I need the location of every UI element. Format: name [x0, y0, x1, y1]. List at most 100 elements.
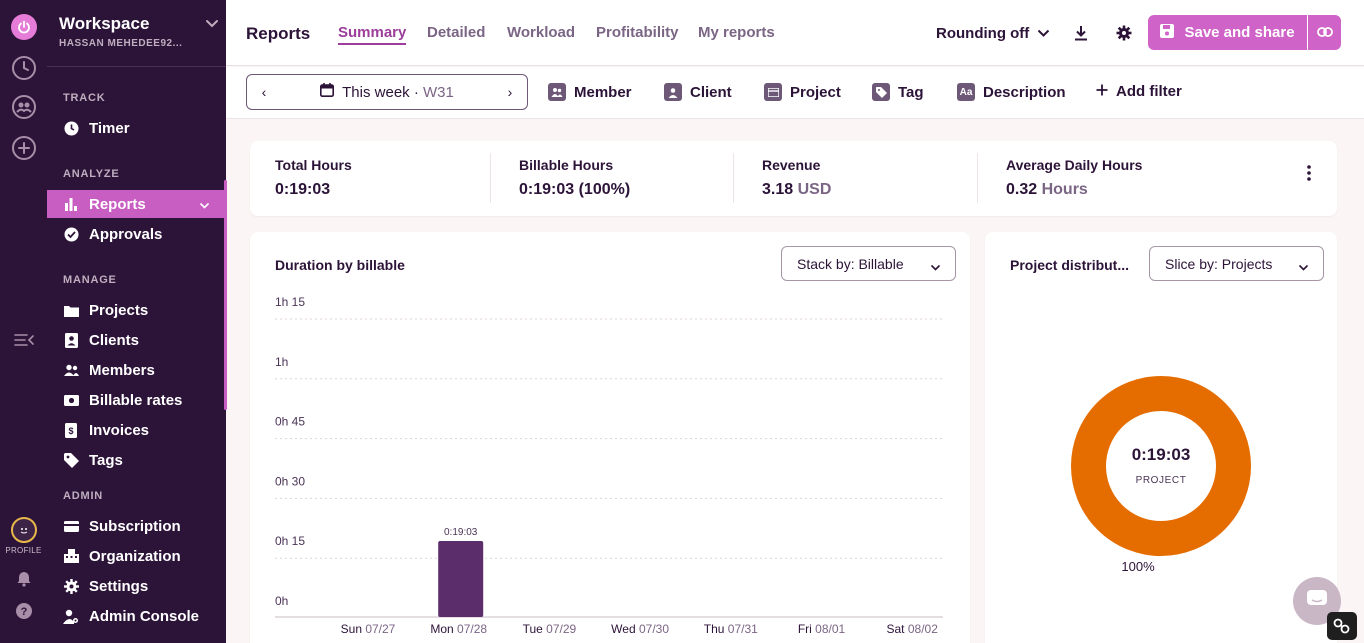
metric-average-daily-hours: Average Daily Hours 0.32 Hours	[1006, 157, 1142, 199]
sidebar-item-members[interactable]: Members	[47, 356, 224, 384]
client-icon	[664, 83, 682, 101]
tab-profitability[interactable]: Profitability	[596, 24, 679, 41]
more-options-icon[interactable]	[1307, 165, 1311, 186]
metric-label: Billable Hours	[519, 157, 614, 173]
extension-icon[interactable]	[1327, 612, 1357, 640]
pie-title: Project distribut...	[1010, 257, 1130, 273]
tab-summary[interactable]: Summary	[338, 24, 407, 45]
sidebar-item-subscription[interactable]: Subscription	[47, 512, 224, 540]
tab-my-reports[interactable]: My reports	[698, 24, 775, 41]
sidebar-item-tags[interactable]: Tags	[47, 446, 224, 474]
help-icon[interactable]: ?	[14, 601, 34, 621]
sidebar-item-label: Billable rates	[89, 391, 183, 409]
profile-label[interactable]: PROFILE	[5, 546, 42, 555]
metric-value: 0:19:03 (100%)	[519, 181, 631, 198]
gear-icon[interactable]	[1114, 23, 1134, 43]
sidebar-item-timer[interactable]: Timer	[47, 114, 224, 142]
y-tick-label: 0h 30	[275, 474, 305, 488]
sidebar-item-reports[interactable]: Reports	[47, 190, 224, 218]
rounding-dropdown[interactable]: Rounding off	[936, 25, 1050, 42]
divider	[733, 153, 734, 203]
x-tick-label: Fri 08/01	[798, 622, 846, 636]
members-icon	[548, 83, 566, 101]
chevron-down-icon	[205, 16, 219, 34]
workspace-switcher[interactable]: Workspace HASSAN MEHEDEE92...	[59, 14, 219, 49]
tab-workload[interactable]: Workload	[507, 24, 576, 41]
filter-member-label: Member	[574, 83, 632, 101]
add-filter-button[interactable]: Add filter	[1096, 83, 1182, 100]
sidebar-scrollbar[interactable]	[224, 180, 227, 410]
slice-by-select[interactable]: Slice by: Projects	[1149, 246, 1324, 281]
clock-icon[interactable]	[11, 55, 37, 81]
tag-icon	[63, 452, 79, 468]
add-workspace-icon[interactable]	[11, 135, 37, 161]
week-label: W31	[423, 83, 454, 101]
sidebar-item-approvals[interactable]: Approvals	[47, 220, 224, 248]
collapse-sidebar-icon[interactable]	[14, 330, 34, 350]
sidebar-item-clients[interactable]: Clients	[47, 326, 224, 354]
chat-button[interactable]	[1293, 577, 1341, 625]
date-range-label: This week	[342, 83, 410, 101]
x-tick-label: Mon 07/28	[430, 622, 487, 636]
sidebar-item-label: Admin Console	[89, 607, 200, 625]
avatar[interactable]	[11, 517, 37, 543]
sidebar-item-label: Organization	[89, 547, 181, 565]
metric-label: Revenue	[762, 157, 821, 173]
sidebar-item-label: Clients	[89, 331, 140, 349]
x-tick-label: Thu 07/31	[704, 622, 758, 636]
sidebar-item-label: Settings	[89, 577, 149, 595]
metric-value: 3.18 USD	[762, 181, 831, 199]
sidebar-item-admin-console[interactable]: Admin Console	[47, 602, 224, 630]
section-track: TRACK	[63, 92, 106, 104]
team-icon[interactable]	[11, 94, 37, 120]
date-range-picker[interactable]: ‹ This week · W31 ›	[246, 74, 528, 110]
metric-value: 0:19:03	[275, 181, 331, 198]
filter-project-label: Project	[790, 83, 841, 101]
tab-detailed[interactable]: Detailed	[427, 24, 486, 41]
download-icon[interactable]	[1071, 23, 1091, 43]
bell-icon[interactable]	[14, 568, 34, 588]
filter-tag[interactable]: Tag	[872, 83, 924, 101]
sidebar-item-billable-rates[interactable]: Billable rates	[47, 386, 224, 414]
clock-icon	[63, 120, 79, 136]
donut-center-value: 0:19:03	[1132, 445, 1191, 464]
duration-chart-card: Duration by billable Stack by: Billable …	[250, 232, 970, 643]
save-and-share-button[interactable]: Save and share	[1148, 15, 1307, 50]
stack-by-select[interactable]: Stack by: Billable	[781, 246, 956, 281]
date-range-display[interactable]: This week · W31	[281, 83, 493, 101]
sidebar-item-label: Subscription	[89, 517, 181, 535]
chart-title: Duration by billable	[275, 257, 405, 273]
y-tick-label: 1h	[275, 355, 288, 369]
avg-daily-unit: Hours	[1041, 181, 1088, 198]
x-tick-label: Sat 08/02	[887, 622, 939, 636]
folder-icon	[63, 302, 79, 318]
power-icon[interactable]	[11, 14, 37, 40]
card-icon	[63, 518, 79, 534]
chat-icon	[1306, 589, 1328, 614]
filter-client[interactable]: Client	[664, 83, 732, 101]
save-and-share-label: Save and share	[1184, 24, 1295, 41]
bar	[438, 541, 484, 617]
sidebar-item-settings[interactable]: Settings	[47, 572, 224, 600]
workspace-name: Workspace	[59, 14, 150, 33]
filter-project[interactable]: Project	[764, 83, 841, 101]
metric-value: 0.32 Hours	[1006, 181, 1142, 199]
sidebar-item-label: Timer	[89, 119, 130, 137]
building-icon	[63, 548, 79, 564]
y-tick-label: 1h 15	[275, 295, 305, 309]
app-rail: PROFILE ?	[0, 0, 47, 643]
next-week-icon[interactable]: ›	[507, 84, 513, 100]
prev-week-icon[interactable]: ‹	[261, 84, 267, 100]
sidebar-item-projects[interactable]: Projects	[47, 296, 224, 324]
copy-link-button[interactable]	[1308, 15, 1341, 50]
filter-tag-label: Tag	[898, 83, 924, 101]
x-tick-label: Sun 07/27	[341, 622, 396, 636]
sidebar-item-label: Reports	[89, 195, 146, 213]
sidebar-item-organization[interactable]: Organization	[47, 542, 224, 570]
metric-label: Total Hours	[275, 157, 352, 173]
filter-description[interactable]: Aa Description	[957, 83, 1066, 101]
sidebar-item-invoices[interactable]: $ Invoices	[47, 416, 224, 444]
metric-revenue: Revenue 3.18 USD	[762, 157, 831, 199]
add-filter-label: Add filter	[1116, 83, 1182, 100]
filter-member[interactable]: Member	[548, 83, 632, 101]
